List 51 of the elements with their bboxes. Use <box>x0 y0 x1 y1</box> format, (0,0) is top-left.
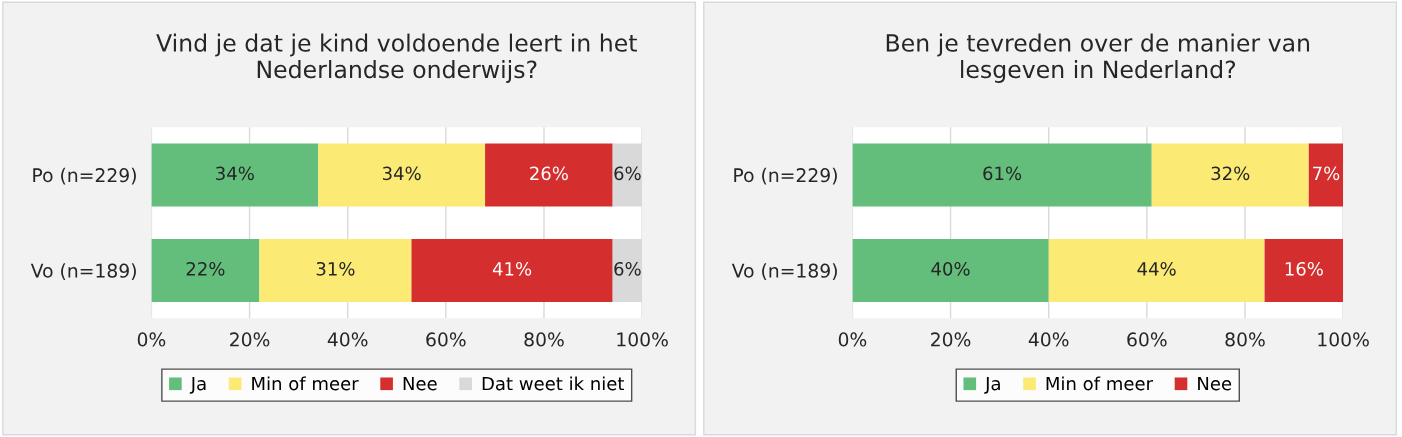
x-tick-label: 100% <box>1318 332 1369 347</box>
data-label: 32% <box>1211 166 1250 181</box>
bar <box>1151 143 1309 207</box>
bar <box>151 238 260 302</box>
legend-label: Dat weet ik niet <box>482 376 625 391</box>
x-tick-label: 20% <box>230 332 270 347</box>
bar <box>151 143 319 207</box>
x-tick-label: 0% <box>137 332 166 347</box>
y-tick-label: Po (n=229) <box>734 167 837 185</box>
data-label: 34% <box>216 166 254 181</box>
legend-label: Nee <box>403 376 437 391</box>
data-label: 41% <box>492 261 532 276</box>
x-tick-label: 60% <box>1127 332 1167 347</box>
data-label: 22% <box>186 261 225 276</box>
bar <box>259 238 412 302</box>
data-label: 34% <box>382 166 421 181</box>
x-tick-label: 0% <box>838 332 867 347</box>
data-label: 26% <box>530 166 568 181</box>
legend-label: Ja <box>189 376 206 394</box>
x-tick-label: 40% <box>327 332 368 347</box>
y-tick-label: Vo (n=189) <box>731 263 837 280</box>
x-tick-label: 20% <box>931 332 971 347</box>
bar <box>1308 143 1344 207</box>
data-label: 6% <box>614 261 641 276</box>
legend-label: Min of meer <box>1046 376 1154 391</box>
data-label: 6% <box>614 166 641 181</box>
x-tick-label: 40% <box>1028 332 1069 347</box>
y-tick-label: Vo (n=189) <box>30 263 136 280</box>
data-label: 7% <box>1313 166 1340 181</box>
x-tick-label: 80% <box>1225 332 1265 347</box>
bar <box>1048 238 1265 302</box>
data-label: 44% <box>1137 261 1176 276</box>
bar <box>1264 238 1344 302</box>
bar <box>411 238 613 302</box>
data-label: 31% <box>316 261 355 276</box>
bar <box>852 238 1049 302</box>
data-label: 40% <box>931 261 970 276</box>
data-label: 16% <box>1285 261 1323 276</box>
legend-label: Min of meer <box>252 376 359 391</box>
chart-title: Ben je tevreden over de manier van lesgeven in Nederland? <box>886 33 1310 83</box>
bar <box>485 143 613 207</box>
legend-label: Nee <box>1198 376 1232 391</box>
x-tick-label: 100% <box>617 332 668 347</box>
y-tick-label: Po (n=229) <box>33 167 136 185</box>
bar <box>318 143 486 207</box>
chart-title: Vind je dat je kind voldoende leert in het Nederlandse onderwijs? <box>156 33 637 83</box>
x-tick-label: 60% <box>426 332 466 347</box>
legend-label: Ja <box>984 376 1000 394</box>
x-tick-label: 80% <box>524 332 564 347</box>
data-label: 61% <box>983 166 1022 181</box>
bar <box>852 143 1152 207</box>
